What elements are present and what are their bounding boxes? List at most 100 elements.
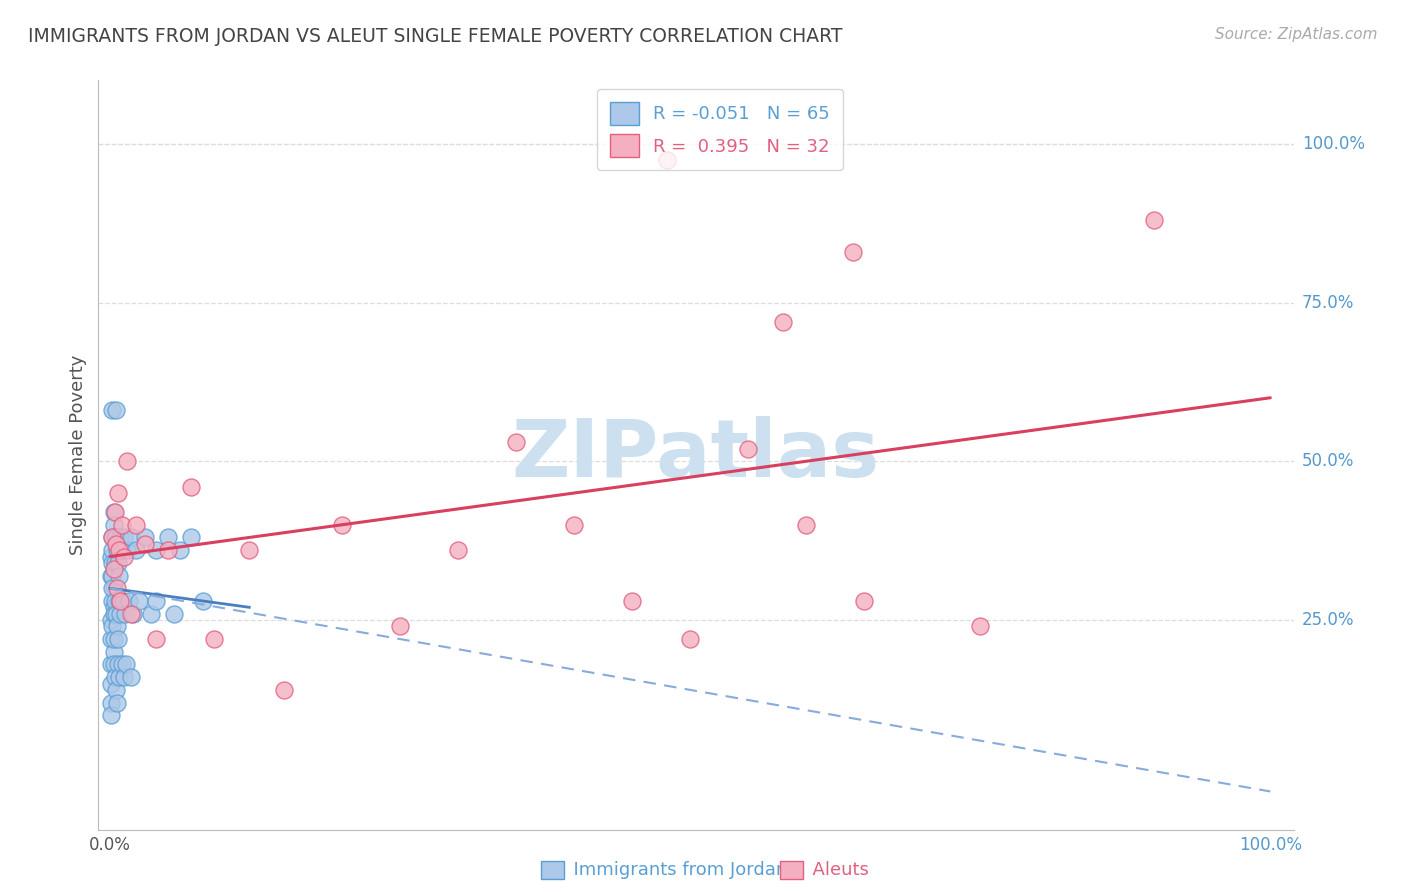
Point bbox=[157, 543, 180, 558]
Point bbox=[110, 594, 132, 608]
Text: 25.0%: 25.0% bbox=[1302, 611, 1354, 629]
Text: 100.0%: 100.0% bbox=[1239, 836, 1302, 854]
Point bbox=[124, 543, 146, 558]
Point bbox=[103, 600, 125, 615]
Point bbox=[111, 594, 134, 608]
Point bbox=[621, 594, 644, 608]
Point bbox=[111, 657, 134, 672]
Point bbox=[108, 543, 131, 558]
Text: IMMIGRANTS FROM JORDAN VS ALEUT SINGLE FEMALE POVERTY CORRELATION CHART: IMMIGRANTS FROM JORDAN VS ALEUT SINGLE F… bbox=[28, 27, 842, 45]
Point bbox=[100, 632, 122, 646]
Point bbox=[110, 607, 132, 621]
Point bbox=[114, 607, 136, 621]
Point bbox=[134, 537, 156, 551]
Point bbox=[107, 486, 129, 500]
Point bbox=[105, 543, 128, 558]
Point bbox=[110, 531, 132, 545]
Point bbox=[447, 543, 470, 558]
Point bbox=[103, 517, 125, 532]
Point bbox=[853, 594, 876, 608]
Point bbox=[105, 619, 128, 633]
Point bbox=[139, 607, 162, 621]
Point bbox=[104, 531, 127, 545]
Point bbox=[330, 517, 353, 532]
Point bbox=[120, 607, 142, 621]
Point bbox=[124, 517, 146, 532]
Point bbox=[120, 670, 142, 684]
Point bbox=[112, 549, 135, 564]
Point bbox=[104, 607, 127, 621]
Text: Immigrants from Jordan: Immigrants from Jordan bbox=[562, 861, 787, 879]
Point bbox=[145, 543, 167, 558]
Point bbox=[107, 632, 129, 646]
Point bbox=[103, 607, 125, 621]
Point bbox=[101, 594, 124, 608]
Point bbox=[122, 607, 145, 621]
Y-axis label: Single Female Poverty: Single Female Poverty bbox=[69, 355, 87, 555]
Point bbox=[655, 153, 678, 167]
Point bbox=[562, 517, 585, 532]
Point bbox=[101, 543, 124, 558]
Point bbox=[104, 670, 127, 684]
Point bbox=[104, 505, 127, 519]
Point bbox=[128, 594, 150, 608]
Point bbox=[969, 619, 991, 633]
Point bbox=[107, 556, 129, 570]
Point bbox=[772, 315, 794, 329]
Point bbox=[841, 244, 863, 259]
Point bbox=[169, 543, 191, 558]
Point bbox=[100, 613, 122, 627]
Point bbox=[389, 619, 412, 633]
Point bbox=[737, 442, 759, 456]
Point bbox=[103, 505, 125, 519]
Point bbox=[157, 531, 180, 545]
Point bbox=[117, 454, 139, 468]
Point bbox=[100, 568, 122, 582]
Point bbox=[104, 537, 127, 551]
Point bbox=[108, 594, 131, 608]
Point bbox=[145, 594, 167, 608]
Point bbox=[103, 657, 125, 672]
Point bbox=[112, 531, 135, 545]
Point bbox=[111, 543, 134, 558]
Point bbox=[145, 632, 167, 646]
Point bbox=[108, 670, 131, 684]
Point bbox=[101, 403, 124, 417]
Point bbox=[180, 480, 202, 494]
Point bbox=[120, 531, 142, 545]
Point bbox=[101, 581, 124, 595]
Text: 0.0%: 0.0% bbox=[89, 836, 131, 854]
Point bbox=[794, 517, 817, 532]
Point bbox=[105, 696, 128, 710]
Point bbox=[111, 517, 134, 532]
Point bbox=[112, 670, 135, 684]
Point bbox=[100, 657, 122, 672]
Point bbox=[101, 568, 124, 582]
Point bbox=[679, 632, 702, 646]
Point bbox=[134, 531, 156, 545]
Point bbox=[191, 594, 214, 608]
Point bbox=[103, 632, 125, 646]
Point bbox=[104, 531, 127, 545]
Point bbox=[108, 568, 131, 582]
Text: Aleuts: Aleuts bbox=[801, 861, 869, 879]
Point bbox=[101, 556, 124, 570]
Point bbox=[104, 556, 127, 570]
Point bbox=[104, 682, 127, 697]
Point bbox=[101, 531, 124, 545]
Point bbox=[100, 696, 122, 710]
Point bbox=[104, 403, 127, 417]
Point bbox=[103, 581, 125, 595]
Point bbox=[101, 619, 124, 633]
Point bbox=[103, 645, 125, 659]
Text: 75.0%: 75.0% bbox=[1302, 293, 1354, 311]
Point bbox=[115, 657, 138, 672]
Point bbox=[1143, 213, 1166, 227]
Point bbox=[117, 594, 139, 608]
Point bbox=[238, 543, 260, 558]
Text: ZIPatlas: ZIPatlas bbox=[512, 416, 880, 494]
Point bbox=[163, 607, 186, 621]
Text: 100.0%: 100.0% bbox=[1302, 135, 1365, 153]
Point bbox=[204, 632, 226, 646]
Point bbox=[273, 682, 295, 697]
